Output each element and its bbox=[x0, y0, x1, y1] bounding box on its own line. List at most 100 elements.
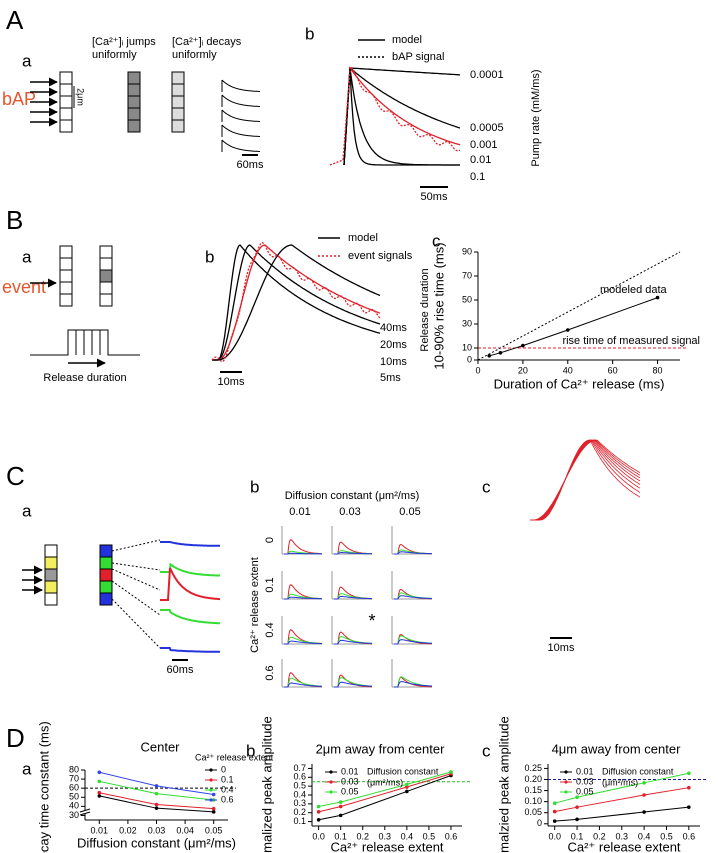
legend-dot bbox=[564, 790, 568, 794]
panel-label: A bbox=[6, 5, 24, 35]
label: 0.01 bbox=[289, 506, 310, 518]
y-tick-label: 10 bbox=[462, 342, 472, 352]
curve bbox=[530, 439, 641, 521]
tag: event bbox=[2, 277, 46, 297]
point bbox=[97, 770, 102, 775]
y-tick-label: 70 bbox=[462, 270, 472, 280]
scale-label: 10ms bbox=[218, 376, 245, 388]
label: uniformly bbox=[92, 49, 137, 61]
curve bbox=[334, 551, 373, 555]
compartment bbox=[59, 71, 73, 85]
scale-label: 60ms bbox=[167, 664, 194, 676]
label: 2μm bbox=[76, 88, 86, 106]
legend-label: 0.4 bbox=[221, 784, 234, 794]
point bbox=[642, 781, 646, 785]
label: a bbox=[22, 247, 32, 266]
legend-label: model bbox=[392, 34, 422, 46]
legend-label: 0.01 bbox=[341, 766, 359, 776]
legend-dot bbox=[209, 768, 213, 772]
x-tick-label: 40 bbox=[563, 365, 573, 375]
compartment bbox=[59, 83, 73, 97]
point bbox=[575, 805, 579, 809]
y-tick-label: 60 bbox=[69, 783, 79, 793]
compartment bbox=[99, 281, 113, 295]
point bbox=[211, 792, 216, 797]
curve bbox=[284, 552, 322, 555]
curve-label: 0.001 bbox=[470, 139, 498, 151]
scale-label: 60ms bbox=[237, 159, 264, 171]
axis-title: Ca²⁺ release extent bbox=[249, 557, 261, 653]
label: b bbox=[250, 477, 259, 496]
legend-label: 0.1 bbox=[221, 774, 234, 784]
x-tick-label: 0.2 bbox=[356, 831, 369, 841]
x-axis-label: Ca²⁺ release extent bbox=[330, 839, 443, 853]
x-tick-label: 0.02 bbox=[119, 825, 137, 835]
curve bbox=[530, 439, 641, 521]
curve bbox=[530, 439, 641, 521]
point bbox=[449, 770, 453, 774]
signal bbox=[211, 241, 381, 363]
y-tick-label: 90 bbox=[462, 246, 472, 256]
compartment bbox=[99, 257, 113, 271]
x-tick-label: 0.1 bbox=[334, 831, 347, 841]
y-tick-label: 40 bbox=[69, 801, 79, 811]
label: 0.05 bbox=[399, 506, 420, 518]
x-tick-label: 0.05 bbox=[205, 825, 223, 835]
tag: bAP bbox=[2, 89, 36, 109]
curve bbox=[394, 551, 432, 555]
curve-label: 0.0001 bbox=[470, 69, 504, 81]
x-tick-label: 0.03 bbox=[148, 825, 166, 835]
panel-label: B bbox=[6, 205, 23, 235]
y-tick-label: 0.10 bbox=[524, 796, 542, 806]
connector bbox=[111, 562, 161, 571]
curve bbox=[530, 439, 641, 521]
compartment bbox=[59, 293, 73, 307]
curve-label: 20ms bbox=[380, 339, 407, 351]
point bbox=[338, 804, 343, 809]
y-tick-label: 0.5 bbox=[293, 781, 306, 791]
legend-title: Diffusion constant bbox=[602, 766, 674, 776]
y-axis-label: Decay time constant (ms) bbox=[36, 721, 51, 853]
point bbox=[487, 354, 492, 358]
curve bbox=[212, 244, 381, 361]
curve bbox=[160, 567, 220, 601]
compartment bbox=[171, 71, 185, 85]
y-tick-label: 50 bbox=[69, 792, 79, 802]
x-tick-label: 0.6 bbox=[445, 831, 458, 841]
series-line bbox=[554, 787, 689, 813]
legend-title: (μm²/ms) bbox=[602, 777, 638, 787]
curve bbox=[212, 244, 381, 361]
x-tick-label: 0.5 bbox=[660, 831, 673, 841]
legend-label: 0.03 bbox=[576, 776, 594, 786]
point bbox=[97, 779, 102, 784]
curve bbox=[394, 639, 433, 645]
legend-label: model bbox=[348, 232, 378, 244]
compartment bbox=[171, 95, 185, 109]
legend-label: event signals bbox=[348, 250, 413, 262]
curve bbox=[221, 139, 260, 152]
compartment bbox=[99, 568, 113, 582]
legend-title: Diffusion constant bbox=[367, 766, 439, 776]
y-axis-label: 10-90% rise time (ms) bbox=[431, 242, 446, 369]
legend-label: 0.05 bbox=[576, 786, 594, 796]
point bbox=[655, 295, 660, 300]
legend-dot bbox=[209, 798, 213, 802]
compartment bbox=[171, 107, 185, 121]
curve bbox=[334, 596, 372, 600]
y-tick-label: 0.05 bbox=[524, 807, 542, 817]
signal bbox=[329, 65, 461, 166]
compartment bbox=[44, 568, 58, 582]
y-tick-label: 70 bbox=[69, 773, 79, 783]
x-tick-label: 0.3 bbox=[616, 831, 629, 841]
compartment bbox=[59, 95, 73, 109]
label: c bbox=[482, 741, 491, 760]
series-line bbox=[318, 771, 452, 808]
point bbox=[565, 328, 570, 332]
point bbox=[552, 809, 557, 814]
point bbox=[687, 785, 691, 790]
label: 0.6 bbox=[264, 665, 276, 680]
x-tick-label: 0.4 bbox=[401, 831, 414, 841]
point bbox=[97, 794, 102, 798]
x-tick-label: 80 bbox=[653, 365, 663, 375]
